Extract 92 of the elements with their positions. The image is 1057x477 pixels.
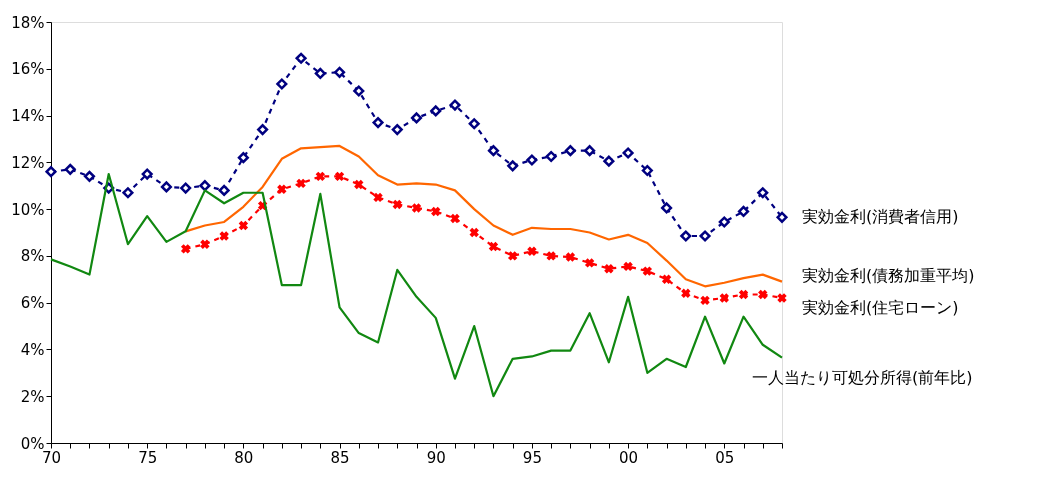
point [314,67,326,80]
point [449,99,461,111]
point [391,124,403,136]
point [64,163,76,175]
point [546,251,556,261]
x-tick-label: 75 [138,448,158,467]
point [411,203,422,213]
y-tick-label: 12% [11,153,45,172]
point [410,112,423,124]
point [334,171,345,182]
point [507,160,519,172]
point [584,258,595,268]
point [777,293,787,303]
point [160,181,172,193]
point [487,145,500,157]
point [526,154,538,166]
point [450,213,460,224]
point [527,246,537,256]
y-tick-label: 2% [20,387,45,406]
series-label: 実効金利(債務加重平均) [802,265,975,285]
point [295,52,307,64]
y-tick-label: 4% [20,340,45,359]
point [758,289,768,300]
line-series [49,172,784,398]
point [718,216,730,228]
point [565,252,576,262]
x-tick-label: 85 [330,448,350,467]
point [661,274,672,284]
point [681,288,691,299]
y-tick-label: 18% [11,13,45,32]
x-tick-label: 80 [234,448,254,467]
point [623,261,633,272]
point [180,182,192,194]
point [488,241,499,252]
y-tick-label: 14% [11,107,45,126]
point [373,192,383,203]
point [776,211,788,223]
point [276,78,288,90]
point [545,150,557,163]
point [238,220,249,231]
point [584,145,596,157]
point [680,230,692,242]
x-tick-label: 90 [426,448,446,467]
point [699,230,711,242]
point [468,118,480,130]
x-tick-label: 95 [522,448,542,467]
point [642,266,653,276]
point [354,179,364,190]
point [218,184,230,196]
point [661,202,673,214]
point [180,244,191,254]
point [719,293,729,303]
point [277,184,287,194]
point [469,227,479,238]
point [200,239,210,249]
y-tick-label: 16% [11,60,45,79]
point [333,66,346,78]
y-tick-label: 10% [11,200,45,219]
point [237,152,249,164]
x-tick-label: 05 [715,448,735,467]
point [564,145,576,157]
y-tick-label: 6% [20,294,45,313]
point [603,155,615,167]
point [122,187,134,199]
point [315,171,326,182]
point [392,199,402,210]
point [372,116,384,129]
point [737,205,750,218]
point [622,147,634,159]
point [219,231,229,241]
series-label: 実効金利(住宅ローン) [802,297,959,317]
point [430,105,442,117]
point [83,170,96,182]
line-series [184,144,784,288]
point [199,180,211,192]
x-tick-label: 70 [41,448,62,467]
point [507,251,518,261]
point [757,187,769,199]
point [641,164,653,177]
point [296,178,306,189]
y-tick-label: 8% [20,247,45,266]
point [257,124,269,136]
point [353,85,365,97]
point [45,166,57,178]
point [738,289,749,300]
point [604,264,614,274]
point [700,295,710,306]
series-label: 実効金利(消費者信用) [802,207,959,227]
series-label: 一人当たり可処分所得(前年比) [752,367,973,387]
point [141,168,153,180]
x-tick-label: 00 [619,448,639,467]
point [431,206,441,217]
